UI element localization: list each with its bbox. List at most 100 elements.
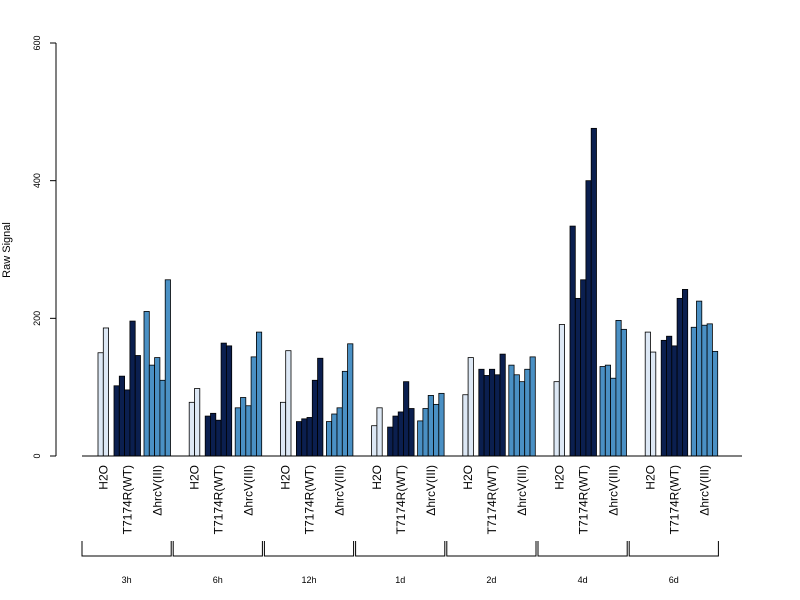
category-label: H2O [188, 465, 202, 490]
bar [610, 377, 617, 457]
category-label: ΔhrcV(III) [424, 465, 438, 516]
category-label: H2O [644, 465, 658, 490]
bar [325, 421, 333, 457]
timepoint-label: 12h [301, 575, 316, 585]
timepoint-bracket [355, 541, 446, 557]
bar [676, 297, 683, 457]
bar [285, 350, 292, 457]
timepoint-label: 4d [578, 575, 588, 585]
bar [417, 420, 424, 457]
bar [376, 407, 383, 457]
bar [347, 343, 354, 457]
bar [279, 401, 287, 457]
category-labels: H2O T7174R(WT) ΔhrcV(III) H2O T7174R(WT) Δhrc… [96, 465, 711, 534]
bar [392, 415, 399, 457]
y-axis: 0 200 400 600 [32, 35, 57, 459]
timepoint-bracket [81, 541, 172, 557]
bar [295, 421, 303, 457]
category-label: T7174R(WT) [394, 465, 408, 534]
y-tick-label: 200 [32, 311, 42, 326]
bar [519, 381, 526, 457]
timepoint-label: 1d [395, 575, 405, 585]
bar [580, 279, 587, 457]
bar [650, 351, 657, 457]
bar [494, 374, 501, 457]
bar [644, 331, 651, 457]
bar [118, 375, 126, 457]
bar [234, 407, 241, 457]
bar [408, 408, 415, 457]
bar [97, 352, 104, 457]
bar [706, 323, 713, 457]
bar [129, 320, 136, 457]
category-label: H2O [279, 465, 293, 490]
bar [317, 357, 324, 457]
bar [574, 297, 581, 457]
bar [524, 368, 531, 457]
bar [154, 357, 161, 457]
category-label: H2O [370, 465, 384, 490]
bar [513, 374, 520, 457]
bar [210, 412, 217, 457]
bar [124, 389, 131, 457]
bar [553, 381, 560, 457]
bar [143, 311, 150, 457]
bar [215, 419, 222, 457]
category-label: ΔhrcV(III) [697, 465, 711, 516]
category-label: T7174R(WT) [211, 465, 225, 534]
bar [188, 401, 195, 457]
bar [478, 368, 485, 457]
bar [499, 353, 506, 457]
bar [433, 403, 440, 457]
bar [164, 279, 171, 457]
bar [311, 379, 318, 457]
bar [701, 324, 708, 457]
bar [620, 328, 627, 457]
bar [488, 368, 496, 457]
bar [371, 425, 378, 457]
category-label: T7174R(WT) [120, 465, 134, 534]
bar [134, 355, 141, 457]
timepoint-bracket [628, 541, 719, 557]
category-label: ΔhrcV(III) [606, 465, 620, 516]
bar [403, 381, 410, 457]
category-label: T7174R(WT) [667, 465, 681, 534]
bar [690, 326, 697, 457]
category-label: ΔhrcV(III) [150, 465, 164, 516]
category-label: H2O [96, 465, 110, 490]
bar [604, 364, 611, 457]
bar [306, 417, 313, 457]
timepoint-bracket [172, 541, 263, 557]
timepoint-bracket [537, 541, 628, 557]
category-label: H2O [552, 465, 566, 490]
bar [240, 397, 247, 457]
y-tick-label: 0 [32, 453, 42, 458]
bar [682, 289, 689, 457]
bar [569, 225, 576, 457]
timepoint-bracket [263, 541, 355, 557]
bar [462, 394, 469, 457]
category-label: ΔhrcV(III) [515, 465, 529, 516]
bar [712, 350, 719, 457]
category-label: T7174R(WT) [485, 465, 499, 534]
bar [255, 331, 263, 457]
bar [397, 411, 404, 457]
y-tick-label: 400 [32, 173, 42, 188]
bar [483, 375, 490, 457]
bar [671, 345, 678, 457]
bar [467, 357, 474, 457]
bar [599, 366, 606, 457]
bar [113, 385, 120, 457]
bars [97, 127, 719, 457]
category-label: ΔhrcV(III) [333, 465, 347, 516]
bar [194, 388, 201, 457]
bar [204, 415, 211, 457]
bar [590, 127, 597, 457]
bar [331, 413, 338, 457]
bar [666, 335, 673, 457]
bar [341, 370, 348, 457]
timepoint-label: 3h [122, 575, 132, 585]
bar [615, 319, 622, 457]
timepoint-label: 6h [213, 575, 223, 585]
